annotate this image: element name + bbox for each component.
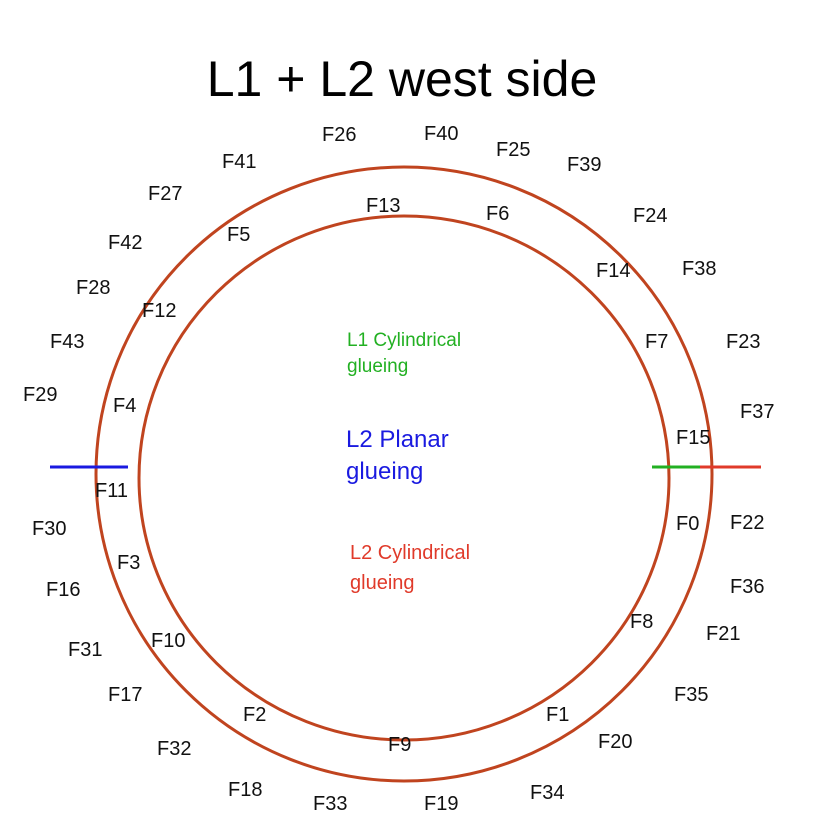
l2-planar-label-line1: L2 Planar — [346, 426, 449, 453]
outer-label: F25 — [496, 139, 530, 161]
outer-label: F34 — [530, 782, 564, 804]
outer-label: F31 — [68, 639, 102, 661]
l2-planar-label: L2 Planar glueing — [346, 426, 455, 485]
outer-label: F23 — [726, 331, 760, 353]
ring-label: F11 — [95, 480, 128, 502]
outer-label: F30 — [32, 518, 66, 540]
outer-label: F35 — [674, 684, 708, 706]
outer-label: F43 — [50, 331, 84, 353]
ring-label: F3 — [117, 552, 140, 574]
outer-label: F37 — [740, 401, 774, 423]
outer-label: F20 — [598, 731, 632, 753]
ring-label: F13 — [366, 195, 400, 217]
l1-cylindrical-label-line1: L1 Cylindrical — [347, 330, 461, 351]
outer-label: F26 — [322, 124, 356, 146]
outer-label: F36 — [730, 576, 764, 598]
outer-label: F21 — [706, 623, 740, 645]
outer-label: F19 — [424, 793, 458, 815]
outer-label: F38 — [682, 258, 716, 280]
ring-label: F12 — [142, 300, 176, 322]
l2-cylindrical-label-line1: L2 Cylindrical — [350, 542, 470, 564]
outer-label: F39 — [567, 154, 601, 176]
l2-planar-label-line2: glueing — [346, 458, 423, 485]
l1-cylindrical-label: L1 Cylindrical glueing — [347, 330, 466, 377]
ring-label: F6 — [486, 203, 509, 225]
outer-label: F41 — [222, 151, 256, 173]
ring-label: F9 — [388, 734, 411, 756]
l1-cylindrical-label-line2: glueing — [347, 356, 408, 377]
outer-ring — [94, 165, 714, 783]
outer-label: F33 — [313, 793, 347, 815]
l2-cylindrical-label-line2: glueing — [350, 572, 415, 594]
diagram-title: L1 + L2 west side — [207, 51, 598, 107]
ring-label: F0 — [676, 513, 699, 535]
outer-label: F17 — [108, 684, 142, 706]
outer-label: F18 — [228, 779, 262, 801]
outer-label: F24 — [633, 205, 667, 227]
ring-label: F5 — [227, 224, 250, 246]
outer-label: F16 — [46, 579, 80, 601]
outer-label: F32 — [157, 738, 191, 760]
outer-label: F29 — [23, 384, 57, 406]
ring-label: F14 — [596, 260, 630, 282]
ring-label: F8 — [630, 611, 653, 633]
ring-label: F7 — [645, 331, 668, 353]
ring-label: F15 — [676, 427, 710, 449]
outer-label: F28 — [76, 277, 110, 299]
ring-label: F2 — [243, 704, 266, 726]
outer-label: F40 — [424, 123, 458, 145]
inner-ring — [137, 214, 671, 742]
outer-label: F22 — [730, 512, 764, 534]
outer-label: F27 — [148, 183, 182, 205]
ring-label: F10 — [151, 630, 185, 652]
l2-cylindrical-label: L2 Cylindrical glueing — [350, 542, 476, 594]
ring-label: F1 — [546, 704, 569, 726]
ring-label: F4 — [113, 395, 136, 417]
outer-label: F42 — [108, 232, 142, 254]
